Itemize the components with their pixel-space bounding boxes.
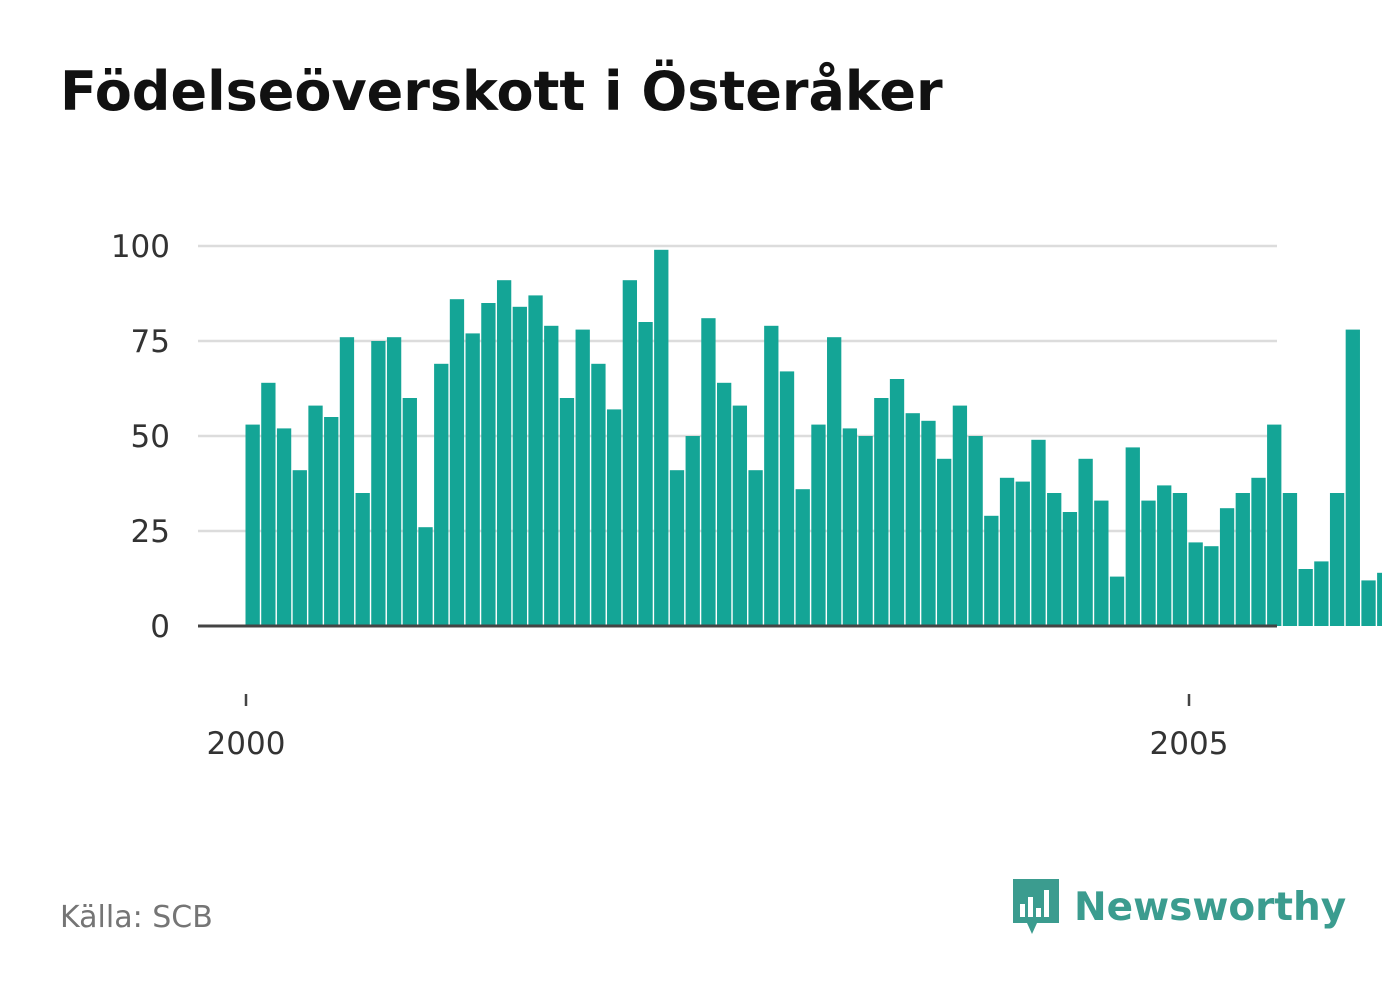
bar-2005-04 xyxy=(1235,493,1250,626)
bar-2005-03 xyxy=(1219,508,1235,626)
bar-2001-10 xyxy=(575,329,590,626)
bar-2005-06 xyxy=(1267,424,1282,626)
bar-2003-01 xyxy=(811,424,826,626)
x-tick-label-2000: 2000 xyxy=(207,726,286,762)
bar-2003-03 xyxy=(842,428,858,626)
bar-2002-10 xyxy=(764,325,779,626)
bar-2000-05 xyxy=(308,405,323,626)
y-tick-label-75: 75 xyxy=(131,324,170,360)
bar-2002-05 xyxy=(685,436,700,626)
bar-2005-09 xyxy=(1314,561,1329,626)
bar-2004-12 xyxy=(1172,493,1188,626)
bar-2002-02 xyxy=(638,322,653,626)
bar-2004-04 xyxy=(1047,493,1062,626)
bar-2004-02 xyxy=(1015,481,1030,626)
bar-chart-speech-bubble-icon xyxy=(1013,879,1059,934)
bar-2002-12 xyxy=(795,489,810,626)
bar-2002-03 xyxy=(654,249,669,627)
bar-2003-12 xyxy=(984,515,999,626)
bar-2003-09 xyxy=(937,458,952,626)
bar-2000-09 xyxy=(371,341,386,626)
bar-2002-11 xyxy=(779,371,795,626)
bar-2003-08 xyxy=(921,420,936,626)
bar-2003-07 xyxy=(905,413,920,626)
bar-2002-04 xyxy=(669,470,685,626)
bar-2002-07 xyxy=(717,382,732,626)
bar-2003-06 xyxy=(889,379,905,626)
bar-2004-07 xyxy=(1094,500,1109,626)
source-label: Källa: SCB xyxy=(60,900,213,935)
bar-2005-07 xyxy=(1282,493,1298,626)
brand-name: Newsworthy xyxy=(1074,884,1347,930)
bar-2004-01 xyxy=(999,477,1015,626)
bar-2000-04 xyxy=(292,470,307,626)
bar-2000-10 xyxy=(386,337,402,626)
bar-2002-08 xyxy=(732,405,748,626)
bar-2001-05 xyxy=(496,280,512,626)
bars xyxy=(245,249,1382,627)
bar-2004-05 xyxy=(1062,512,1078,626)
bar-2001-06 xyxy=(512,306,527,626)
bar-2003-10 xyxy=(952,405,968,626)
bar-2000-08 xyxy=(355,493,370,626)
bar-2003-02 xyxy=(827,337,842,626)
bar-2002-09 xyxy=(748,470,763,626)
bar-2004-06 xyxy=(1078,458,1093,626)
bar-2001-08 xyxy=(544,325,559,626)
axes xyxy=(198,624,1277,706)
bar-2002-01 xyxy=(622,280,637,626)
bar-2001-03 xyxy=(465,333,480,626)
brand-logo: Newsworthy xyxy=(1010,876,1346,938)
bar-2001-04 xyxy=(481,303,496,626)
chart-title: Födelseöverskott i Österåker xyxy=(60,60,943,123)
bar-2000-12 xyxy=(418,527,433,626)
bar-2000-02 xyxy=(261,382,276,626)
bar-2005-02 xyxy=(1204,546,1219,626)
y-tick-label-100: 100 xyxy=(111,229,170,265)
x-tick-label-2005: 2005 xyxy=(1150,726,1229,762)
bar-2004-10 xyxy=(1141,500,1156,626)
bar-2000-01 xyxy=(245,424,260,626)
y-tick-label-50: 50 xyxy=(131,419,170,455)
bar-2001-07 xyxy=(528,295,543,626)
y-tick-label-0: 0 xyxy=(150,609,170,645)
bar-2000-07 xyxy=(339,337,355,626)
bar-2001-12 xyxy=(606,409,622,626)
bar-2005-12 xyxy=(1361,580,1376,626)
bar-2004-08 xyxy=(1109,576,1125,626)
bar-2001-02 xyxy=(449,299,465,626)
bar-2005-08 xyxy=(1298,569,1313,626)
bar-2000-06 xyxy=(324,417,339,626)
bar-2001-11 xyxy=(591,363,606,626)
bar-2003-05 xyxy=(874,398,889,626)
y-tick-label-25: 25 xyxy=(131,514,170,550)
bar-2005-01 xyxy=(1188,542,1203,626)
bar-2001-01 xyxy=(434,363,449,626)
bar-2005-11 xyxy=(1345,329,1360,626)
bar-2004-11 xyxy=(1157,485,1172,626)
bar-2004-03 xyxy=(1031,439,1046,626)
bar-2003-11 xyxy=(968,436,983,626)
bar-2002-06 xyxy=(701,318,716,626)
bar-2005-10 xyxy=(1329,493,1345,626)
bar-2000-11 xyxy=(402,398,417,626)
bar-chart: 0255075100200020052010201520202025 xyxy=(111,229,1382,762)
bar-2000-03 xyxy=(276,428,292,626)
bar-2006-01 xyxy=(1377,572,1382,626)
tick-labels: 0255075100200020052010201520202025 xyxy=(111,229,1229,762)
bar-2003-04 xyxy=(858,436,873,626)
bar-2005-05 xyxy=(1251,477,1266,626)
bar-2001-09 xyxy=(559,398,575,626)
bar-2004-09 xyxy=(1125,447,1140,626)
